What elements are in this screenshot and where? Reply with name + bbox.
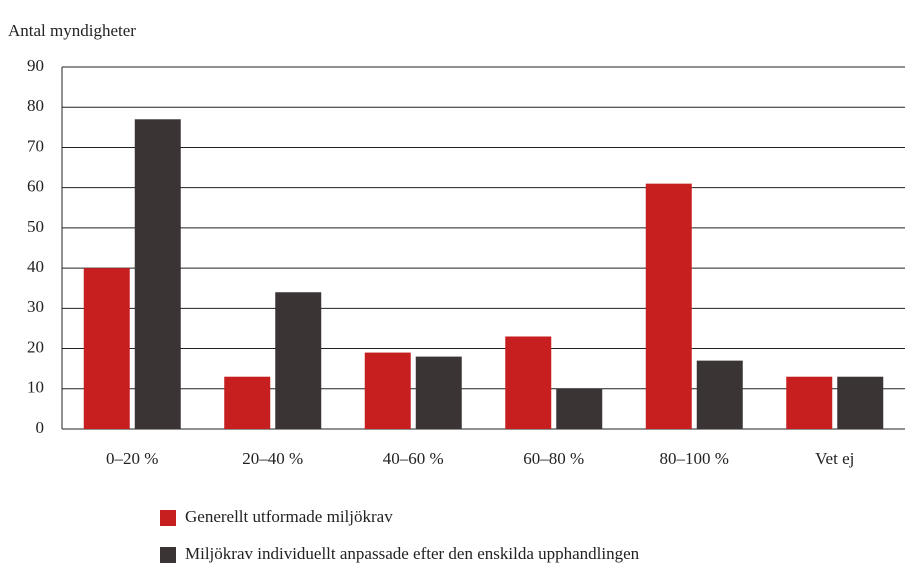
y-tick-label: 40 <box>27 257 44 276</box>
y-tick-label: 20 <box>27 337 44 356</box>
x-tick-label: Vet ej <box>815 449 854 468</box>
bar <box>786 376 833 429</box>
y-tick-label: 60 <box>27 177 44 196</box>
y-tick-label: 70 <box>27 136 44 155</box>
y-tick-label: 50 <box>27 217 44 236</box>
x-tick-label: 60–80 % <box>523 449 584 468</box>
y-tick-label: 80 <box>27 96 44 115</box>
y-tick-label: 10 <box>27 378 44 397</box>
bar <box>134 119 181 430</box>
legend-label: Generellt utformade miljökrav <box>185 507 393 526</box>
x-tick-label: 40–60 % <box>383 449 444 468</box>
legend-swatch <box>160 547 176 563</box>
bar <box>696 360 743 429</box>
x-tick-label: 20–40 % <box>242 449 303 468</box>
y-tick-label: 0 <box>36 418 45 437</box>
legend-swatch <box>160 510 176 526</box>
bar <box>83 268 130 429</box>
bar <box>224 376 271 429</box>
bar <box>415 356 462 429</box>
x-tick-label: 0–20 % <box>106 449 158 468</box>
bar <box>364 352 411 429</box>
legend-label: Miljökrav individuellt anpassade efter d… <box>185 544 640 563</box>
x-tick-label: 80–100 % <box>660 449 729 468</box>
bar <box>556 388 603 429</box>
y-axis-label: Antal myndigheter <box>8 21 136 40</box>
y-tick-label: 90 <box>27 56 44 75</box>
y-tick-label: 30 <box>27 297 44 316</box>
bar <box>837 376 884 429</box>
bar <box>645 183 692 429</box>
bar <box>505 336 552 429</box>
bar <box>275 292 322 429</box>
